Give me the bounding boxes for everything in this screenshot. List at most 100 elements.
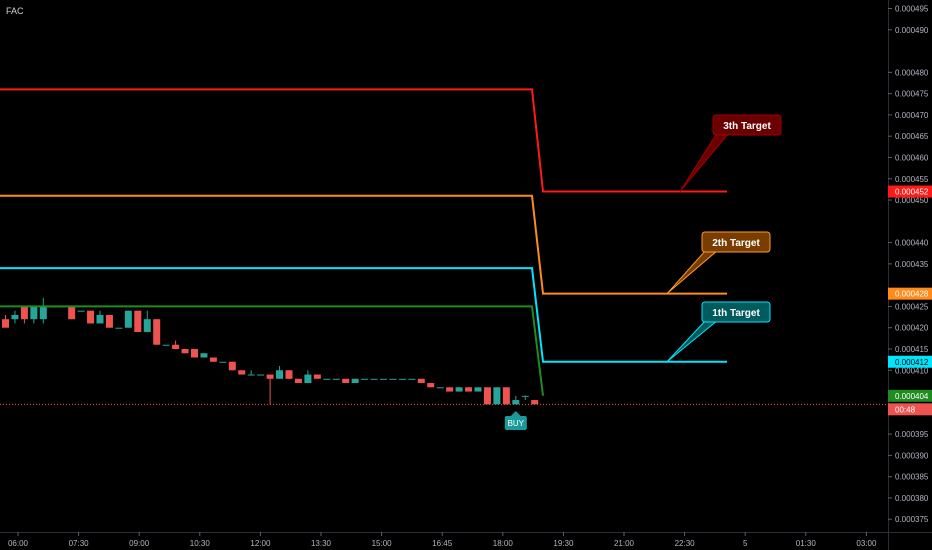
candle-body (238, 370, 246, 375)
candle-body (474, 387, 482, 392)
y-tick-label: 0.000480 (895, 68, 929, 77)
candle-body (200, 353, 208, 358)
candle-body (342, 378, 350, 384)
candle-body (105, 314, 113, 328)
candle-body (502, 387, 510, 405)
price-tag-label: 0.000412 (895, 358, 929, 367)
candle-body (181, 348, 189, 354)
y-tick-label: 0.000470 (895, 111, 929, 120)
x-tick-label: 09:00 (129, 539, 150, 548)
y-tick-label: 0.000425 (895, 302, 929, 311)
price-tag-label: 0.000452 (895, 188, 929, 197)
x-tick-label: 18:00 (493, 539, 514, 548)
y-tick-label: 0.000465 (895, 132, 929, 141)
y-tick-label: 0.000475 (895, 90, 929, 99)
candle-body (219, 361, 227, 363)
candle-body (323, 378, 331, 380)
price-tag (888, 389, 932, 402)
candle-body (380, 378, 387, 380)
candle-body (257, 374, 265, 376)
candle-body (389, 378, 397, 380)
candle-body (521, 395, 529, 397)
candle-body (266, 374, 274, 379)
countdown-tag (888, 403, 932, 416)
y-tick-label: 0.000410 (895, 366, 929, 375)
candle-body (332, 378, 340, 380)
symbol-label: FAC (6, 6, 24, 16)
candle-body (512, 400, 520, 405)
y-tick-label: 0.000395 (895, 430, 929, 439)
candle-body (417, 378, 425, 384)
callout-pointer (679, 132, 731, 192)
y-tick-label: 0.000460 (895, 153, 929, 162)
y-tick-label: 0.000375 (895, 515, 929, 524)
y-tick-label: 0.000420 (895, 324, 929, 333)
candle-body (455, 387, 463, 392)
candle-body (313, 374, 321, 379)
x-tick-label: 13:30 (311, 539, 332, 548)
buy-signal-pointer (510, 411, 521, 416)
x-tick-label: 16:45 (432, 539, 453, 548)
candle-body (247, 374, 255, 376)
callout-pointer (666, 319, 720, 363)
price-tag-label: 0.000404 (895, 392, 929, 401)
candle-body (87, 310, 95, 324)
x-tick-label: 22:30 (675, 539, 696, 548)
countdown-label: 00:48 (895, 405, 916, 414)
candle-body (408, 378, 416, 380)
candle-body (465, 387, 473, 392)
buy-signal-box (504, 416, 527, 430)
candle-body (398, 378, 406, 380)
target-label: 1th Target (712, 308, 760, 319)
candle-body (294, 378, 302, 384)
candle-body (446, 387, 454, 392)
y-tick-label: 0.000495 (895, 5, 929, 14)
candle-body (228, 361, 236, 371)
candle-body (115, 327, 123, 329)
x-tick-label: 19:30 (553, 539, 574, 548)
candle-body (30, 306, 38, 320)
target-line (0, 305, 544, 396)
target-label: 3th Target (723, 121, 771, 132)
x-tick-label: 21:00 (614, 539, 635, 548)
candle-body (276, 370, 284, 379)
price-tag-label: 0.000428 (895, 290, 929, 299)
target-label: 2th Target (712, 238, 760, 249)
callout-box (701, 231, 771, 253)
candle-body (427, 383, 435, 388)
x-tick-label: 03:00 (856, 539, 877, 548)
x-tick-label: 12:00 (250, 539, 271, 548)
x-tick-label: 07:30 (69, 539, 90, 548)
candle-body (191, 348, 198, 358)
candle-body (209, 357, 217, 362)
y-tick-label: 0.000490 (895, 26, 929, 35)
candle-body (162, 344, 170, 346)
callout-box (712, 114, 782, 136)
buy-signal-label: BUY (508, 419, 525, 428)
y-tick-label: 0.000415 (895, 345, 929, 354)
candle-body (483, 387, 491, 405)
price-tag (888, 287, 932, 300)
y-tick-label: 0.000390 (895, 451, 929, 460)
candle-body (96, 314, 104, 324)
x-tick-label: 06:00 (8, 539, 29, 548)
x-tick-label: 5 (743, 539, 748, 548)
y-tick-label: 0.000450 (895, 196, 929, 205)
candle-body (11, 314, 19, 320)
candle-body (68, 306, 76, 320)
price-tag (888, 185, 932, 198)
candle-body (143, 319, 151, 332)
candle-body (134, 310, 142, 332)
candle-body (436, 387, 444, 389)
callout-pointer (666, 249, 720, 295)
candle-body (2, 319, 9, 328)
y-tick-label: 0.000435 (895, 260, 929, 269)
candle-body (370, 378, 378, 380)
target-line (0, 194, 727, 295)
candle-body (351, 378, 359, 384)
x-tick-label: 01:30 (796, 539, 817, 548)
candle-body (531, 400, 539, 405)
y-tick-label: 0.000455 (895, 175, 929, 184)
candle-body (361, 378, 369, 380)
